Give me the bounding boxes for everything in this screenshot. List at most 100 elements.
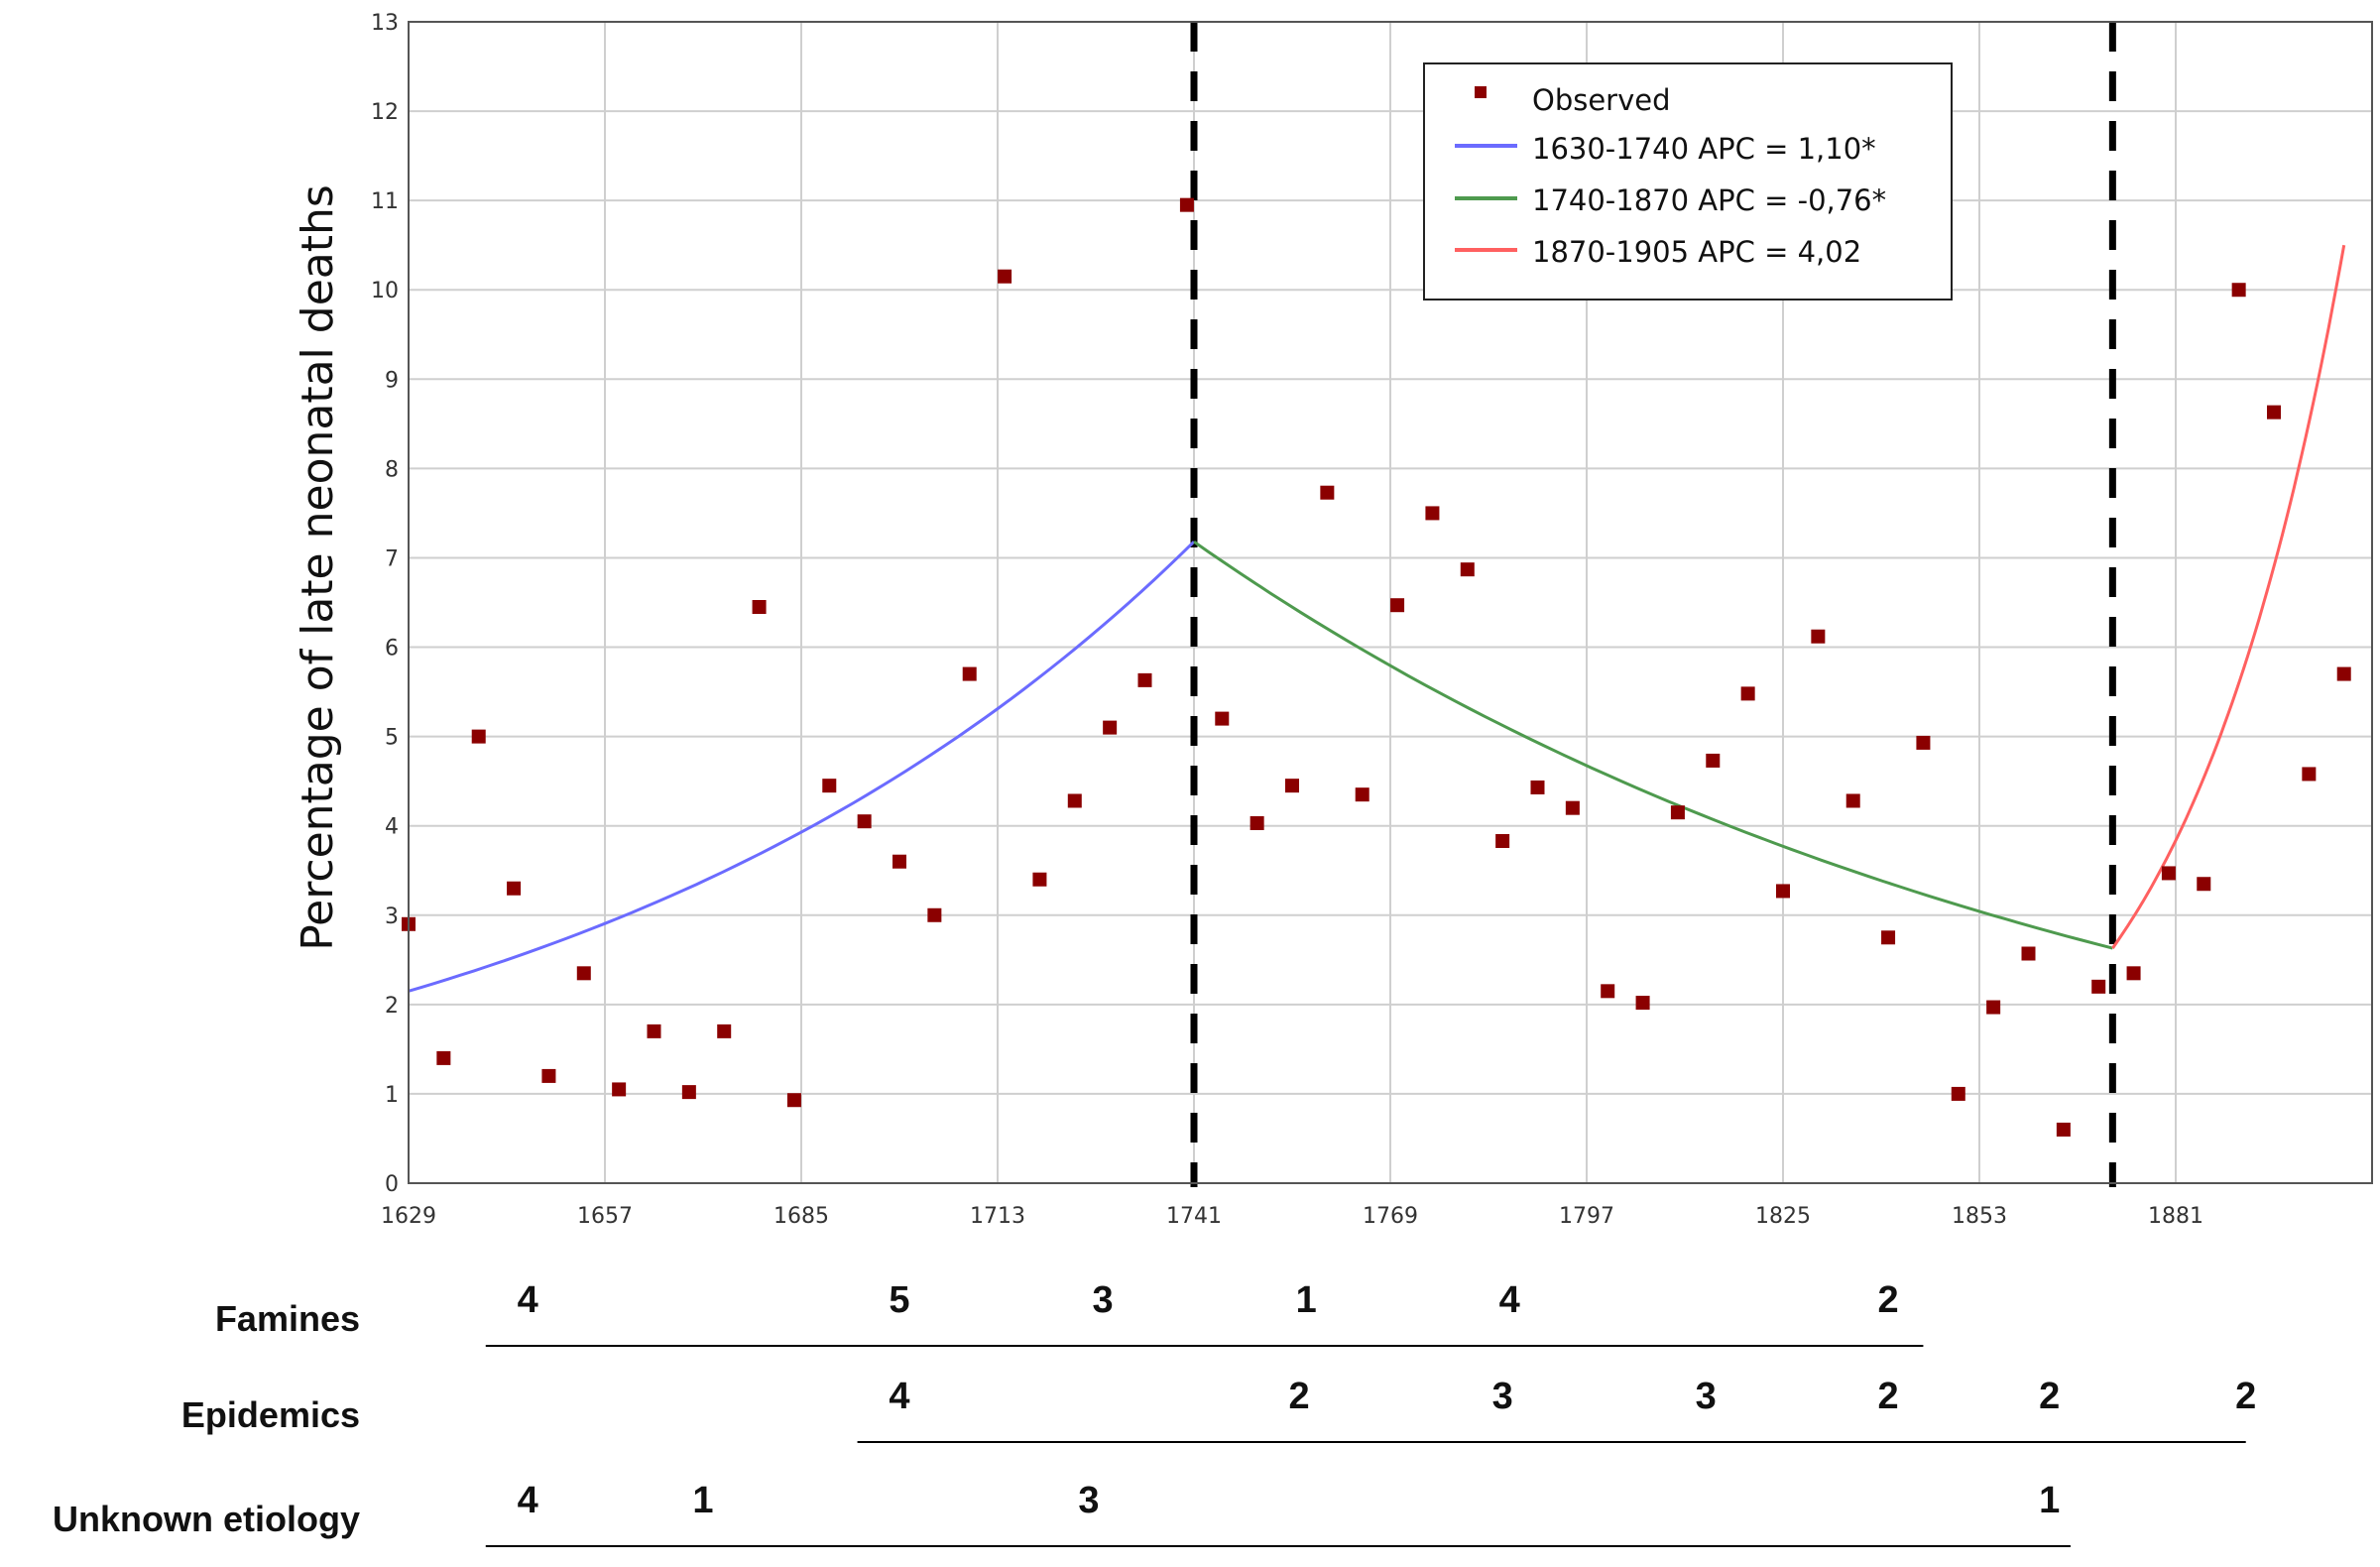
observed-point [1776,884,1790,899]
observed-point [1495,834,1510,849]
observed-point [647,1024,661,1038]
y-tick-label: 4 [385,815,399,840]
annotation-count: 4 [889,1376,909,1417]
y-tick-label: 8 [385,457,399,482]
annotation-count: 2 [1289,1376,1310,1417]
annotation-count: 4 [518,1279,538,1321]
x-tick-label: 1881 [2148,1204,2203,1229]
observed-point [2302,767,2317,782]
annotation-count: 2 [2039,1376,2060,1417]
observed-point [2161,866,2176,881]
annotation-row-label: Epidemics [181,1394,360,1435]
legend-entry-segment1: 1630-1740 APC = 1,10* [1532,132,1876,166]
y-tick-label: 11 [371,189,399,214]
x-tick-label: 1629 [381,1204,436,1229]
observed-point [752,600,767,615]
annotation-count: 3 [1093,1279,1114,1321]
observed-point [2126,966,2141,981]
annotation-row-label: Famines [215,1298,360,1339]
observed-point [1986,1000,2001,1015]
annotation-count: 3 [1078,1480,1099,1521]
observed-point [1740,686,1755,701]
observed-point [857,814,872,829]
observed-point [2021,946,2036,961]
observed-point [1103,720,1118,735]
y-tick-label: 5 [385,726,399,751]
observed-point [1530,780,1545,794]
observed-point [1285,779,1299,793]
observed-point [1951,1086,1965,1101]
fitted-segments [408,244,2346,993]
observed-point [2267,405,2281,420]
observed-point [1601,984,1615,999]
fitted-segment-3 [2111,244,2346,949]
y-tick-label: 7 [385,546,399,571]
observed-point [2056,1122,2071,1137]
y-tick-label: 13 [371,11,399,36]
observed-point [1215,711,1230,726]
fitted-segment-1 [408,541,1196,993]
observed-point [576,966,591,981]
annotation-count: 2 [1878,1279,1899,1321]
observed-point [962,666,977,681]
observed-point [1032,872,1047,887]
annotation-count: 1 [2039,1480,2060,1521]
observed-point [892,854,906,869]
annotation-count: 2 [1878,1376,1899,1417]
observed-point [1250,815,1264,830]
x-tick-label: 1797 [1559,1204,1614,1229]
observed-point [1565,800,1580,815]
annotation-count: 1 [692,1480,713,1521]
observed-point [681,1085,696,1100]
legend-entry-segment2: 1740-1870 APC = -0,76* [1532,183,1886,217]
event-annotations: Famines 4 5 3 1 4 2 Epidemics 4 2 3 3 2 2 2 Unknown eti… [53,1279,2256,1547]
y-tick-label: 6 [385,637,399,662]
observed-point [998,269,1012,284]
annotation-count: 5 [889,1279,909,1321]
legend-marker-observed [1475,86,1487,98]
observed-point [786,1093,801,1108]
observed-point [2231,283,2246,298]
observed-point [2336,666,2351,681]
observed-point [541,1068,556,1083]
legend: Observed 1630-1740 APC = 1,10* 1740-1870… [1423,62,1953,301]
annotation-count: 4 [1499,1279,1520,1321]
x-tick-labels: 1629 1657 1685 1713 1741 1769 1797 1825 1853 1881 [381,1204,2203,1229]
y-tick-label: 9 [385,368,399,393]
y-tick-label: 3 [385,904,399,929]
observed-point [2197,877,2211,892]
y-tick-label: 2 [385,994,399,1019]
observed-point [1137,672,1152,687]
observed-point [1670,805,1685,820]
x-tick-label: 1741 [1166,1204,1222,1229]
observed-point [1355,787,1369,802]
observed-point [471,729,486,744]
observed-point [822,779,837,793]
annotation-count: 2 [2235,1376,2256,1417]
observed-point [1916,735,1931,750]
y-tick-label: 1 [385,1083,399,1108]
x-tick-label: 1769 [1363,1204,1418,1229]
y-tick-label: 0 [385,1172,399,1197]
observed-point [1881,930,1896,945]
joinpoint-lines [1190,22,2116,1187]
observed-point [1811,629,1826,644]
y-tick-label: 12 [371,100,399,125]
observed-point [1067,793,1082,808]
x-tick-label: 1657 [577,1204,633,1229]
observed-points [402,197,2351,1137]
y-axis-label: Percentage of late neonatal deaths [293,184,343,951]
annotation-count: 4 [518,1480,538,1521]
observed-point [1706,753,1721,768]
x-tick-label: 1853 [1952,1204,2007,1229]
legend-box [1423,62,1953,301]
observed-point [717,1024,732,1038]
fitted-segment-2 [1193,540,2113,950]
observed-point [1320,485,1335,500]
legend-entry-segment3: 1870-1905 APC = 4,02 [1532,235,1861,269]
x-tick-label: 1825 [1755,1204,1811,1229]
observed-point [927,907,942,922]
